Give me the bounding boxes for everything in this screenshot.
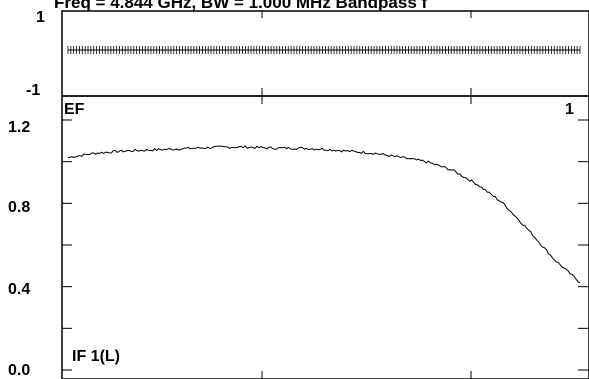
label-ef: EF: [64, 101, 85, 118]
label-if: IF 1(L): [72, 348, 120, 365]
top-ytick-label-neg1: -1: [26, 82, 40, 99]
ytick-label-0-0: 0.0: [8, 362, 30, 379]
bottom-panel-frame: [61, 95, 589, 379]
ytick-label-0-8: 0.8: [8, 199, 30, 216]
top-plus-markers: [67, 46, 581, 54]
bottom-axis-ticks: [62, 11, 589, 379]
top-ytick-label-1: 1: [36, 9, 45, 26]
ytick-label-1-2: 1.2: [8, 119, 30, 136]
response-curve: [67, 145, 581, 283]
bottom-panel: EF 1 IF 1(L) 1.2 0.8 0.4 0.0: [8, 11, 589, 379]
top-panel: 1 -1: [26, 9, 589, 99]
ytick-label-0-4: 0.4: [8, 281, 30, 298]
chart-title: Freq = 4.844 GHz, BW = 1.000 MHz Bandpas…: [54, 0, 428, 12]
label-top-right: 1: [565, 101, 574, 118]
